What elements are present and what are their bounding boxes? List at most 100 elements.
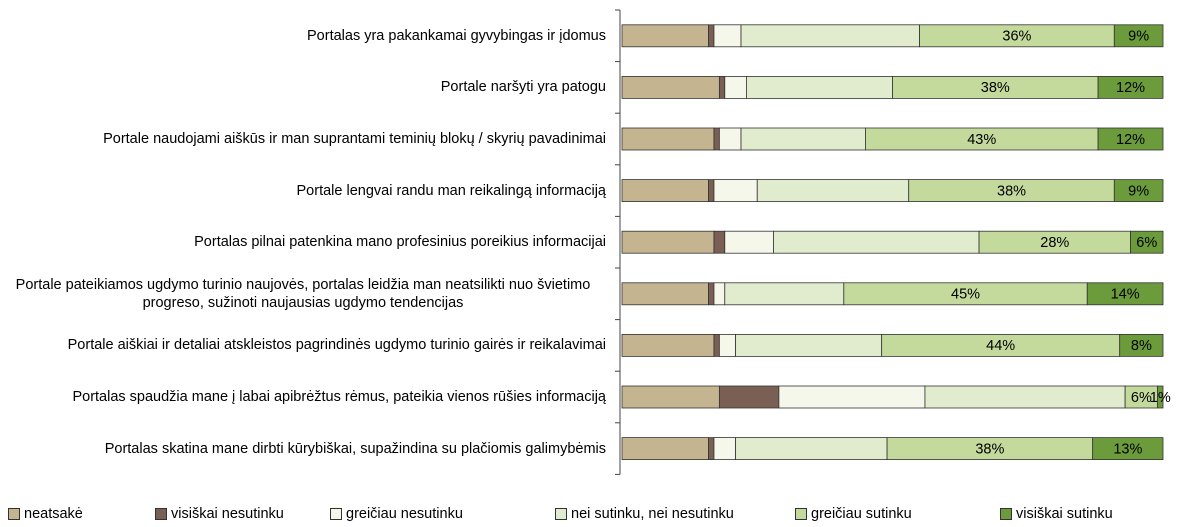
legend-label: greičiau sutinku <box>811 506 912 522</box>
legend-label: visiškai nesutinku <box>171 506 284 522</box>
category-label: Portalas spaudžia mane į labai apibrėžtu… <box>0 388 606 406</box>
category-label: Portalas skatina mane dirbti kūrybiškai,… <box>0 440 606 458</box>
bar-segment <box>735 437 888 461</box>
bar-segment <box>708 437 715 461</box>
category-text: Portale aiškiai ir detaliai atskleistos … <box>67 337 606 354</box>
data-label: 28% <box>1040 235 1069 251</box>
category-text: Portale lengvai randu man reikalingą inf… <box>296 182 607 199</box>
category-label: Portale naršyti yra patogu <box>0 78 606 96</box>
data-label: 12% <box>1116 80 1145 96</box>
data-label: 1% <box>1150 390 1171 406</box>
bar-segment <box>708 179 715 203</box>
category-text: Portalas pilnai patenkina mano profesini… <box>194 234 606 251</box>
data-label: 45% <box>951 287 980 303</box>
bar-segment <box>1113 24 1164 48</box>
category-text: Portale pateikiamos ugdymo turinio naujo… <box>15 276 591 311</box>
legend-label: nei sutinku, nei nesutinku <box>571 506 734 522</box>
data-label: 38% <box>975 441 1004 457</box>
category-label: Portalas yra pakankamai gyvybingas ir įd… <box>0 27 606 45</box>
legend-swatch <box>1000 508 1012 520</box>
data-label: 36% <box>1002 29 1031 45</box>
legend-label: greičiau nesutinku <box>346 506 463 522</box>
bar-segment <box>724 76 747 99</box>
bar-segment <box>621 127 715 151</box>
bar-segment <box>621 282 709 306</box>
bar-segment <box>718 333 737 357</box>
data-label: 44% <box>986 338 1015 354</box>
data-label: 6% <box>1131 390 1152 406</box>
bar-segment <box>740 24 920 48</box>
bar-segment <box>735 333 883 357</box>
bar-segment <box>756 179 910 203</box>
bar-segment <box>621 385 720 409</box>
bar-segment <box>718 385 780 409</box>
bar-segment <box>718 76 726 99</box>
legend-swatch <box>8 508 20 520</box>
bar-segment <box>713 333 720 357</box>
bar-segment <box>924 385 1126 409</box>
category-text: Portalas skatina mane dirbti kūrybiškai,… <box>104 440 606 457</box>
data-label: 38% <box>981 80 1010 96</box>
bar-segment <box>713 24 742 48</box>
bar-segment <box>746 76 893 99</box>
category-label: Portale aiškiai ir detaliai atskleistos … <box>0 336 606 354</box>
bar-segment <box>621 24 709 48</box>
category-text: Portalas spaudžia mane į labai apibrėžtu… <box>72 389 606 405</box>
data-label: 9% <box>1128 29 1149 45</box>
bar-segment <box>621 437 709 461</box>
bar-segment <box>740 127 866 151</box>
data-label: 13% <box>1113 441 1142 457</box>
data-label: 6% <box>1136 235 1157 251</box>
category-label: Portalas pilnai patenkina mano profesini… <box>0 233 606 251</box>
bar-segment <box>724 230 774 254</box>
bar-segment <box>1119 333 1164 357</box>
bar-segment <box>1157 385 1164 409</box>
data-label: 43% <box>967 132 996 148</box>
legend-label: visiškai sutinku <box>1016 506 1113 522</box>
legend-item: nei sutinku, nei nesutinku <box>555 506 734 522</box>
legend-item: greičiau sutinku <box>795 506 912 522</box>
bar-segment <box>1097 76 1164 99</box>
legend-item: visiškai sutinku <box>1000 506 1113 522</box>
bar-segment <box>1086 282 1164 306</box>
bar-segment <box>1113 179 1164 203</box>
bar-segment <box>621 179 709 203</box>
bar-segment <box>621 333 715 357</box>
legend-item: visiškai nesutinku <box>155 506 284 522</box>
legend-item: greičiau nesutinku <box>330 506 463 522</box>
bar-segment <box>713 127 720 151</box>
data-label: 12% <box>1116 132 1145 148</box>
legend-swatch <box>555 508 567 520</box>
bar-segment <box>713 282 726 306</box>
bar-segment <box>1130 230 1164 254</box>
bar-segment <box>1097 127 1164 151</box>
data-label: 14% <box>1111 287 1140 303</box>
legend-swatch <box>795 508 807 520</box>
bar-segment <box>713 179 758 203</box>
legend-swatch <box>155 508 167 520</box>
bar-segment <box>773 230 980 254</box>
bar-segment <box>778 385 926 409</box>
legend-swatch <box>330 508 342 520</box>
bar-segment <box>713 230 726 254</box>
bar-segment <box>713 437 737 461</box>
legend-label: neatsakė <box>24 506 83 522</box>
legend-item: neatsakė <box>8 506 83 522</box>
category-label: Portale lengvai randu man reikalingą inf… <box>0 182 607 200</box>
category-text: Portalas yra pakankamai gyvybingas ir įd… <box>307 27 606 44</box>
category-text: Portale naudojami aiškūs ir man supranta… <box>103 131 606 147</box>
data-label: 8% <box>1131 338 1152 354</box>
bar-segment <box>708 24 715 48</box>
bar-segment <box>718 127 742 151</box>
data-label: 9% <box>1128 183 1149 199</box>
bar-segment <box>708 282 715 306</box>
category-text: Portale naršyti yra patogu <box>440 79 606 96</box>
bar-segment <box>621 76 720 99</box>
bar-segment <box>1092 437 1164 461</box>
category-label: Portale naudojami aiškūs ir man supranta… <box>0 130 606 148</box>
bar-segment <box>621 230 715 254</box>
bar-segment <box>724 282 845 306</box>
data-label: 38% <box>997 183 1026 199</box>
